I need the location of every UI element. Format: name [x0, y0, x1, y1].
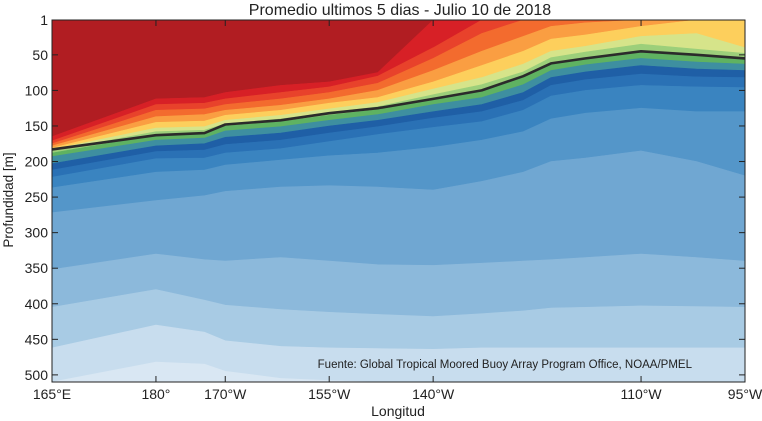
- x-axis: 165°E 180° 170°W 155°W 140°W 110°W 95°W: [33, 20, 762, 402]
- plot-frame: [51, 19, 746, 383]
- x-tick-label: 95°W: [728, 386, 762, 402]
- y-tick-label: 400: [25, 296, 49, 312]
- y-tick-label: 300: [25, 225, 49, 241]
- plot-area: [51, 19, 746, 383]
- y-tick-label: 200: [25, 154, 49, 170]
- y-tick-label: 450: [25, 331, 49, 347]
- x-tick-label: 180°: [141, 386, 170, 402]
- thermocline-layer: [51, 49, 746, 151]
- y-tick-label: 1: [40, 12, 48, 28]
- x-axis-label: Longitud: [371, 403, 425, 419]
- y-tick-label: 100: [25, 82, 49, 98]
- y-tick-label: 50: [32, 47, 48, 63]
- x-tick-label: 170°W: [204, 386, 247, 402]
- x-tick-label: 110°W: [620, 386, 662, 402]
- source-note: Fuente: Global Tropical Moored Buoy Arra…: [318, 359, 693, 371]
- thermocline-line: [51, 49, 746, 151]
- x-tick-label: 140°W: [412, 386, 455, 402]
- y-tick-label: 350: [25, 260, 49, 276]
- x-tick-label: 155°W: [308, 386, 351, 402]
- y-tick-label: 250: [25, 189, 49, 205]
- x-tick-label: 165°E: [33, 386, 71, 402]
- y-tick-label: 500: [25, 367, 49, 383]
- y-axis-label: Profundidad [m]: [1, 152, 16, 247]
- y-tick-label: 150: [25, 118, 49, 134]
- chart-title: Promedio ultimos 5 dias - Julio 10 de 20…: [249, 2, 551, 19]
